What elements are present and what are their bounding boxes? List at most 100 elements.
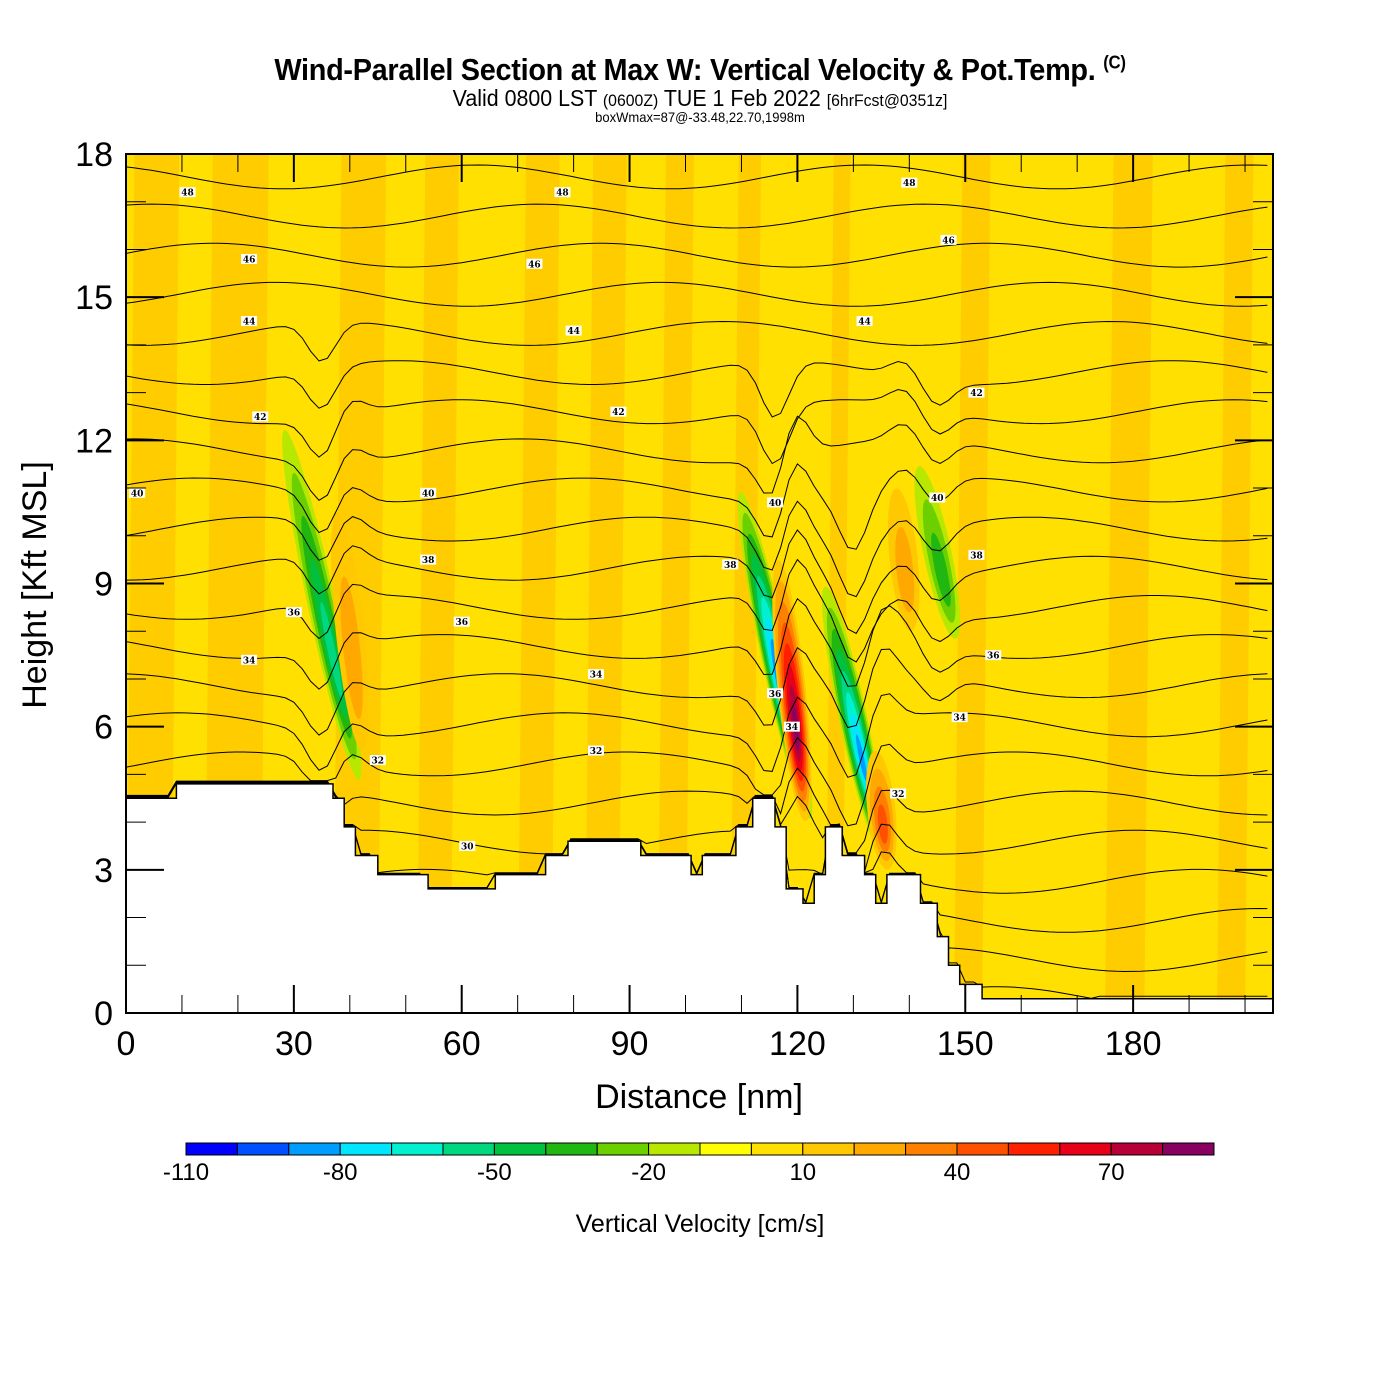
title-text: Wind-Parallel Section at Max W: Vertical… [274,52,1096,87]
weak-updraft-band [517,154,560,1013]
weak-updraft-band [825,154,851,1013]
velocity-shade [931,532,951,607]
y-tick-labels: 0 3 6 9 12 15 18 [75,136,113,1033]
valid-date: TUE 1 Feb 2022 [663,85,821,111]
contour-label-text: 48 [181,189,194,199]
contour-label: 44 [241,316,258,328]
contour-label-text: 46 [243,255,256,265]
contour-label-text: 34 [243,656,256,666]
contour-label: 46 [940,234,957,246]
contour-label-bg [179,187,196,198]
theta-contour-41 [126,463,1268,550]
contour-label: 48 [901,177,918,189]
contour-label-bg [929,492,946,503]
contour-label-bg [526,258,543,269]
contour-label-bg [951,712,968,723]
weak-updraft-band [416,154,459,1013]
contour-label-text: 42 [612,408,625,418]
x-axis-title: Distance [nm] [595,1078,803,1116]
weak-updraft-band [954,154,991,1013]
contour-label-bg [968,387,985,398]
y-tick-label: 12 [75,422,113,460]
velocity-shade [320,601,343,698]
colorbar-segment [648,1142,701,1156]
colorbar-segment [750,1142,804,1156]
contour-label: 32 [587,745,604,757]
y-axis-title: Height [Kft MSL] [16,461,54,709]
contour-label: 34 [241,654,258,666]
theta-contour-47 [126,242,1268,268]
x-tick-label: 120 [769,1025,826,1063]
copyright-mark: (C) [1103,52,1126,73]
contour-label: 32 [890,788,907,800]
theta-contour-40 [126,500,1268,598]
contour-label-bg [420,487,437,498]
contour-label-text: 38 [422,556,435,566]
contour-label-bg [610,406,627,417]
contour-label: 38 [722,559,739,571]
colorbar-tick-label: -110 [163,1159,209,1186]
theta-contour-36 [126,646,1268,736]
contour-label-text: 44 [243,318,256,328]
contour-label-text: 42 [970,389,983,399]
contour-label: 40 [420,487,437,499]
contour-label-text: 42 [254,413,267,423]
contour-label-text: 34 [786,723,799,733]
y-tick-label: 6 [94,709,113,747]
contour-label: 34 [951,712,968,724]
colorbar-segment [853,1142,907,1156]
x-tick-label: 60 [443,1025,481,1063]
contour-label-text: 44 [567,327,580,337]
x-tick-label: 150 [937,1025,994,1063]
valid-utc: (0600Z) [602,91,659,110]
colorbar-tick-label: -50 [477,1159,512,1186]
contour-label-bg [968,549,985,560]
contour-label: 36 [285,607,302,619]
contour-label-text: 46 [942,236,955,246]
downdraft-cell [914,466,961,639]
theta-contour-44 [126,360,1268,418]
contour-label: 44 [565,325,582,337]
theta-contour-46 [126,281,1268,307]
colorbar-tick-label: 70 [1098,1159,1125,1186]
contour-label: 40 [929,492,946,504]
contour-label: 38 [968,549,985,561]
colorbar-segment [442,1142,495,1156]
colorbar-segment [545,1142,598,1156]
contour-label-text: 32 [590,747,603,757]
contour-label-bg [453,616,470,627]
colorbar-tick-label: -80 [323,1159,358,1186]
contour-label-bg [901,177,918,188]
contour-label-bg [587,669,604,680]
theta-contour-49 [126,164,1268,190]
theta-contour-37 [126,598,1268,690]
y-tick-label: 3 [94,852,113,890]
contour-label-bg [722,559,739,570]
contour-label: 30 [459,840,476,852]
contour-label-bg [940,234,957,245]
contour-label-bg [420,554,437,565]
contour-label-bg [587,745,604,756]
forecast-info: [6hrFcst@0351z] [826,91,948,110]
contour-label-bg [241,316,258,327]
contour-label: 46 [526,258,543,270]
theta-contour-39 [126,529,1268,635]
colorbar-segment [493,1142,547,1156]
axis-ticks [125,153,1273,1014]
velocity-shade [895,526,915,613]
chart-subtitle: Valid 0800 LST (0600Z) TUE 1 Feb 2022 [6… [49,85,1351,112]
contour-label: 40 [129,487,146,499]
contour-label: 40 [767,497,784,509]
contour-label: 44 [856,316,873,328]
contour-label: 38 [420,554,437,566]
colorbar-title: Vertical Velocity [cm/s] [576,1210,825,1238]
colorbar-segment [1162,1142,1215,1156]
contour-label-text: 40 [131,489,144,499]
contour-label-text: 36 [987,652,1000,662]
terrain-mask [125,783,1274,1014]
weak-updraft-band [657,154,694,1013]
terrain-profile [125,783,1274,1014]
contour-label-bg [767,497,784,508]
y-tick-label: 0 [94,995,113,1033]
y-tick-label: 9 [94,566,113,604]
